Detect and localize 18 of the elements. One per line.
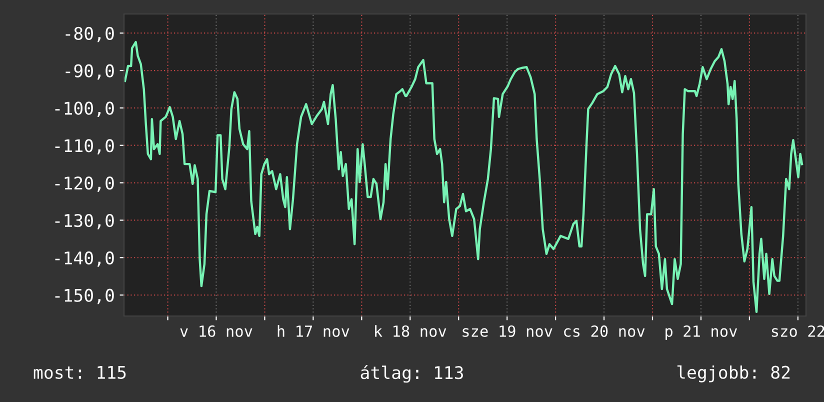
text: legjobb: 82 <box>677 365 790 382</box>
text: most: 115 <box>34 366 126 379</box>
y-tick-label: -140,0 <box>55 251 114 267</box>
y-tick-label: -110,0 <box>55 139 114 154</box>
x-tick-label: cs 20 nov <box>564 325 645 337</box>
y-tick-label: -80,0 <box>66 26 114 42</box>
y-tick-label: -90,0 <box>66 64 114 80</box>
y-tick-label: -120,0 <box>55 176 114 192</box>
x-tick-label: k 18 nov <box>375 325 446 337</box>
y-tick-label: -100,0 <box>55 102 114 118</box>
text: átlag: 113 <box>360 365 463 383</box>
y-tick-label: -130,0 <box>55 214 114 230</box>
y-tick-label: -150,0 <box>55 288 114 304</box>
x-tick-label: szo 22 <box>772 325 824 337</box>
x-tick-label: v 16 nov <box>180 325 252 337</box>
x-tick-label: p 21 nov <box>666 325 738 340</box>
x-tick-label: sze 19 nov <box>462 325 552 337</box>
x-tick-label: h 17 nov <box>278 325 350 337</box>
